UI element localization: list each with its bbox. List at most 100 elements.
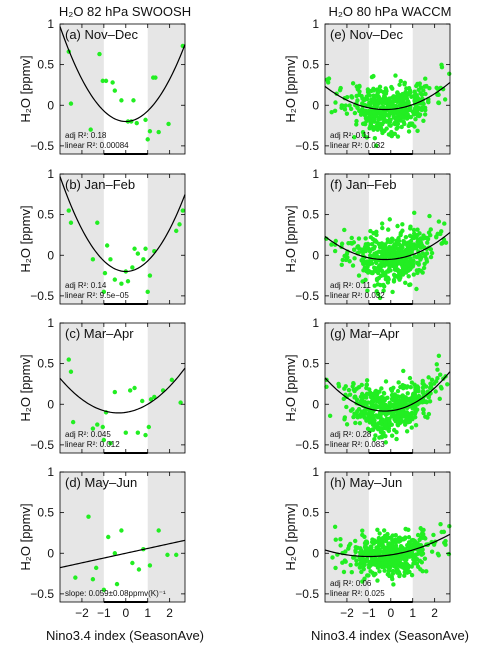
data-point [363,539,369,544]
fit-line [59,539,186,569]
data-point [417,537,422,543]
data-point [382,284,387,289]
data-point [365,288,370,293]
data-point [368,123,373,128]
data-point [431,532,436,538]
data-point [136,567,142,572]
data-point [362,415,367,420]
data-point [409,425,414,430]
data-point [439,241,444,246]
data-point [371,572,377,578]
data-point [390,568,396,574]
data-point [338,536,343,542]
y-tick-label: 1 [312,167,319,181]
data-point [390,544,396,549]
data-point [384,425,389,430]
data-point [104,243,110,248]
fit-stat: linear R²: 0.00084 [65,141,129,150]
data-point [329,109,334,115]
data-point [389,236,395,241]
data-point [340,257,345,263]
data-point [407,107,413,113]
data-point [95,220,100,225]
data-point [431,542,437,547]
data-point [405,99,411,104]
panel-title: (d) May–Jun [65,475,137,490]
data-point [388,247,393,252]
data-point [348,541,353,547]
data-point [95,422,100,427]
data-point [372,436,377,442]
x-tick-label: −2 [75,606,89,620]
data-point [379,422,385,427]
data-point [359,398,365,403]
data-point [119,98,124,103]
data-point [66,357,71,362]
data-point [383,379,389,384]
data-point [360,532,365,538]
data-point [409,380,415,385]
x-tick-label: 0 [387,606,394,620]
data-point [356,273,362,278]
data-point [404,563,409,568]
data-point [406,129,412,134]
data-point [447,524,452,529]
data-point [398,230,404,236]
data-point [435,231,440,237]
data-point [420,568,425,574]
data-point [388,110,394,116]
data-point [434,362,439,367]
data-point [352,110,358,116]
data-point [356,245,361,251]
data-point [383,276,389,282]
data-point [110,80,115,85]
data-point [420,251,426,256]
data-point [368,119,374,125]
data-point [392,131,398,137]
y-axis-label: H₂O [ppmv] [283,55,298,122]
data-point [343,384,348,389]
data-point [400,222,405,227]
data-point [145,289,150,295]
data-point [112,389,118,395]
data-point [386,535,391,541]
data-point [354,93,359,99]
data-point [174,228,179,234]
data-point [97,51,102,57]
data-point [404,261,410,267]
data-point [359,551,364,556]
data-point [373,390,378,395]
data-point [438,521,443,527]
data-point [435,86,440,91]
data-point [412,109,417,114]
data-point [420,381,425,386]
data-point [364,378,370,383]
data-point [373,413,379,418]
data-point [375,548,381,554]
data-point [361,132,367,138]
data-point [355,87,361,92]
x-tick-label: 2 [431,606,438,620]
fit-stat: linear R²: 0.025 [330,589,385,598]
data-point [336,381,341,387]
data-point [404,429,410,434]
data-point [368,418,373,423]
data-point [405,391,410,396]
data-point [410,245,415,250]
data-point [437,396,442,402]
data-point [127,388,133,393]
data-point [416,261,421,266]
y-tick-label: −0.5 [30,587,54,601]
data-point [381,390,387,396]
data-point [354,122,359,127]
y-tick-label: 1 [47,316,54,330]
fit-line [324,81,451,111]
data-point [409,398,415,403]
fit-line [59,367,186,414]
y-tick-label: 0 [47,546,54,560]
data-point [153,75,158,80]
data-point [348,562,353,568]
data-point [147,273,153,278]
data-point [387,547,392,552]
data-point [416,113,422,119]
